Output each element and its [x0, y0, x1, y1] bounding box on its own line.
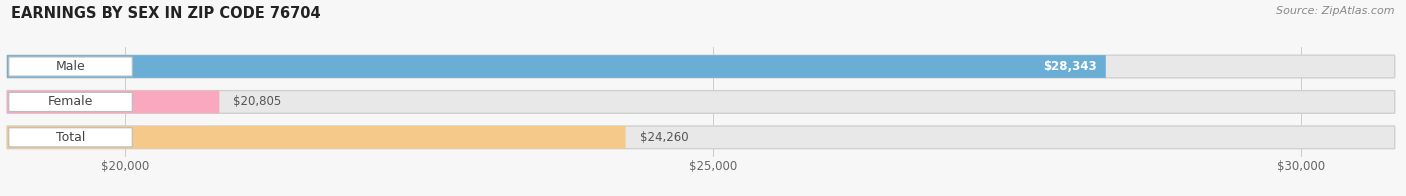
FancyBboxPatch shape: [7, 126, 1395, 149]
Text: $24,260: $24,260: [640, 131, 689, 144]
FancyBboxPatch shape: [7, 91, 1395, 113]
FancyBboxPatch shape: [8, 92, 132, 112]
FancyBboxPatch shape: [7, 55, 1395, 78]
Text: EARNINGS BY SEX IN ZIP CODE 76704: EARNINGS BY SEX IN ZIP CODE 76704: [11, 6, 321, 21]
Text: Total: Total: [56, 131, 86, 144]
FancyBboxPatch shape: [8, 57, 132, 76]
FancyBboxPatch shape: [7, 126, 626, 149]
FancyBboxPatch shape: [7, 91, 219, 113]
Text: $28,343: $28,343: [1043, 60, 1097, 73]
Text: Male: Male: [56, 60, 86, 73]
FancyBboxPatch shape: [7, 55, 1105, 78]
Text: Female: Female: [48, 95, 93, 108]
FancyBboxPatch shape: [8, 128, 132, 147]
Text: $20,805: $20,805: [233, 95, 281, 108]
Text: Source: ZipAtlas.com: Source: ZipAtlas.com: [1277, 6, 1395, 16]
